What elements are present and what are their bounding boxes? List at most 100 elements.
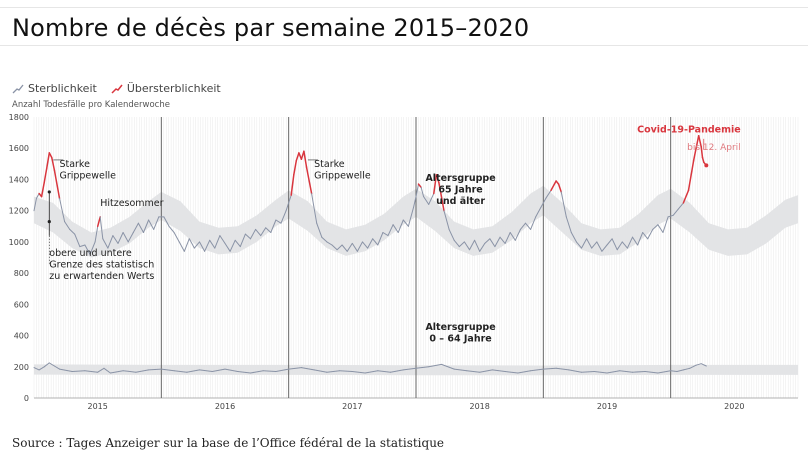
series-65plus-segment [407, 207, 414, 227]
series-65plus-segment [397, 219, 404, 233]
series-65plus-segment [469, 239, 476, 251]
series-0-64-segment [275, 368, 290, 372]
chart-annotation-line: Grippewelle [314, 170, 371, 181]
chart-annotation: Covid-19-Pandemie [637, 125, 741, 136]
series-0-64-segment [581, 371, 595, 373]
series-65plus-excess-segment [697, 134, 702, 148]
series-65plus-segment [199, 241, 206, 252]
series-65plus-excess-segment [53, 169, 61, 199]
series-65plus-segment [443, 210, 450, 230]
series-65plus-segment [285, 194, 292, 212]
series-0-64-segment [199, 369, 213, 372]
series-0-64-segment [377, 370, 391, 373]
series-0-64-segment [517, 370, 532, 374]
series-0-64-segment [428, 363, 442, 368]
series-65plus-segment [341, 244, 348, 252]
series-65plus-excess-segment [48, 152, 53, 159]
series-65plus-segment [565, 216, 572, 233]
mortality-chart: 0 200 400 600 800 1000 1200 1400 1600 1800 2015 201… [9, 113, 799, 411]
series-65plus-segment [143, 219, 150, 233]
series-0-64-segment [33, 367, 40, 371]
series-65plus-excess-segment [701, 156, 705, 164]
y-tick-label: 800 [14, 269, 29, 278]
series-0-64-segment [288, 367, 302, 370]
series-65plus-segment [117, 232, 124, 244]
series-65plus-segment [377, 232, 384, 246]
series-0-64-segment [84, 370, 99, 373]
x-tick-label: 2016 [215, 402, 235, 411]
series-0-64-segment [670, 370, 678, 372]
series-0-64-segment [364, 370, 379, 374]
y-tick-label: 1800 [9, 113, 29, 122]
series-65plus-segment [581, 238, 588, 249]
series-65plus-segment [224, 242, 231, 252]
y-tick-label: 0 [24, 394, 29, 403]
chart-annotation-line: Hitzesommer [100, 198, 163, 209]
series-65plus-segment [606, 238, 613, 246]
series-65plus-segment [107, 235, 114, 249]
series-65plus-segment [672, 208, 679, 216]
series-65plus-segment [428, 193, 435, 205]
series-0-64-segment [97, 367, 105, 373]
series-0-64-segment [59, 368, 73, 372]
series-65plus-segment [153, 216, 160, 230]
series-0-64-segment [676, 369, 684, 372]
series-65plus-segment [611, 238, 618, 251]
top-rule [0, 7, 808, 8]
series-65plus-segment [255, 228, 262, 237]
series-65plus-segment [489, 238, 496, 248]
series-0-64-segment [415, 366, 430, 369]
series-65plus-excess-segment [550, 180, 557, 192]
series-65plus-excess-segment [417, 183, 422, 189]
chart-annotation: bis 12. April [687, 143, 741, 153]
series-65plus-segment [214, 235, 221, 249]
series-0-64-segment [351, 371, 366, 374]
chart-annotation-line: Altersgruppe [425, 173, 495, 184]
y-tick-label: 1200 [9, 207, 29, 216]
y-tick-label: 600 [14, 300, 29, 309]
series-65plus-excess-segment [433, 174, 438, 195]
series-65plus-segment [84, 244, 91, 255]
series-0-64-segment [326, 370, 341, 373]
series-0-64-segment [71, 370, 86, 372]
y-tick-label: 200 [14, 363, 29, 372]
series-65plus-segment [423, 196, 430, 205]
series-65plus-segment [448, 228, 455, 241]
y-tick-label: 1000 [9, 238, 29, 247]
series-65plus-segment [616, 241, 623, 251]
series-65plus-segment [33, 197, 37, 212]
series-65plus-segment [484, 238, 491, 244]
series-0-64-segment [262, 370, 277, 372]
series-65plus-segment [560, 191, 567, 218]
series-65plus-segment [420, 186, 425, 198]
chart-annotation-line: Covid-19-Pandemie [637, 125, 741, 136]
series-0-64-segment [555, 367, 570, 371]
series-0-64-segment [593, 371, 608, 374]
series-65plus-segment [413, 196, 417, 208]
legend: Sterblichkeit Übersterblichkeit [12, 82, 235, 95]
series-65plus-segment [677, 202, 684, 210]
chart-annotation: Starke Grippewelle [59, 159, 116, 182]
series-65plus-segment [178, 241, 185, 252]
series-65plus-segment [346, 242, 353, 252]
series-65plus-segment [525, 222, 532, 230]
series-65plus-segment [99, 216, 104, 240]
series-65plus-segment [545, 189, 552, 199]
series-0-64-segment [682, 367, 691, 371]
series-0-64-segment [453, 368, 468, 372]
legend-item-excess: Übersterblichkeit [111, 82, 221, 95]
series-65plus-segment [239, 233, 246, 248]
bound-marker-lower [47, 219, 51, 224]
series-65plus-excess-segment [687, 159, 695, 192]
series-65plus-segment [382, 232, 389, 237]
series-65plus-segment [637, 232, 644, 246]
legend-line-excess-icon [111, 84, 123, 94]
series-65plus-excess-segment [290, 174, 295, 196]
legend-label-mortality: Sterblichkeit [28, 82, 97, 95]
series-0-64-segment [657, 370, 672, 374]
series-0-64-segment [48, 362, 55, 367]
series-65plus-segment [275, 219, 282, 224]
series-65plus-segment [504, 232, 511, 244]
series-0-64-segment [103, 367, 111, 374]
bound-marker-upper [47, 190, 51, 194]
